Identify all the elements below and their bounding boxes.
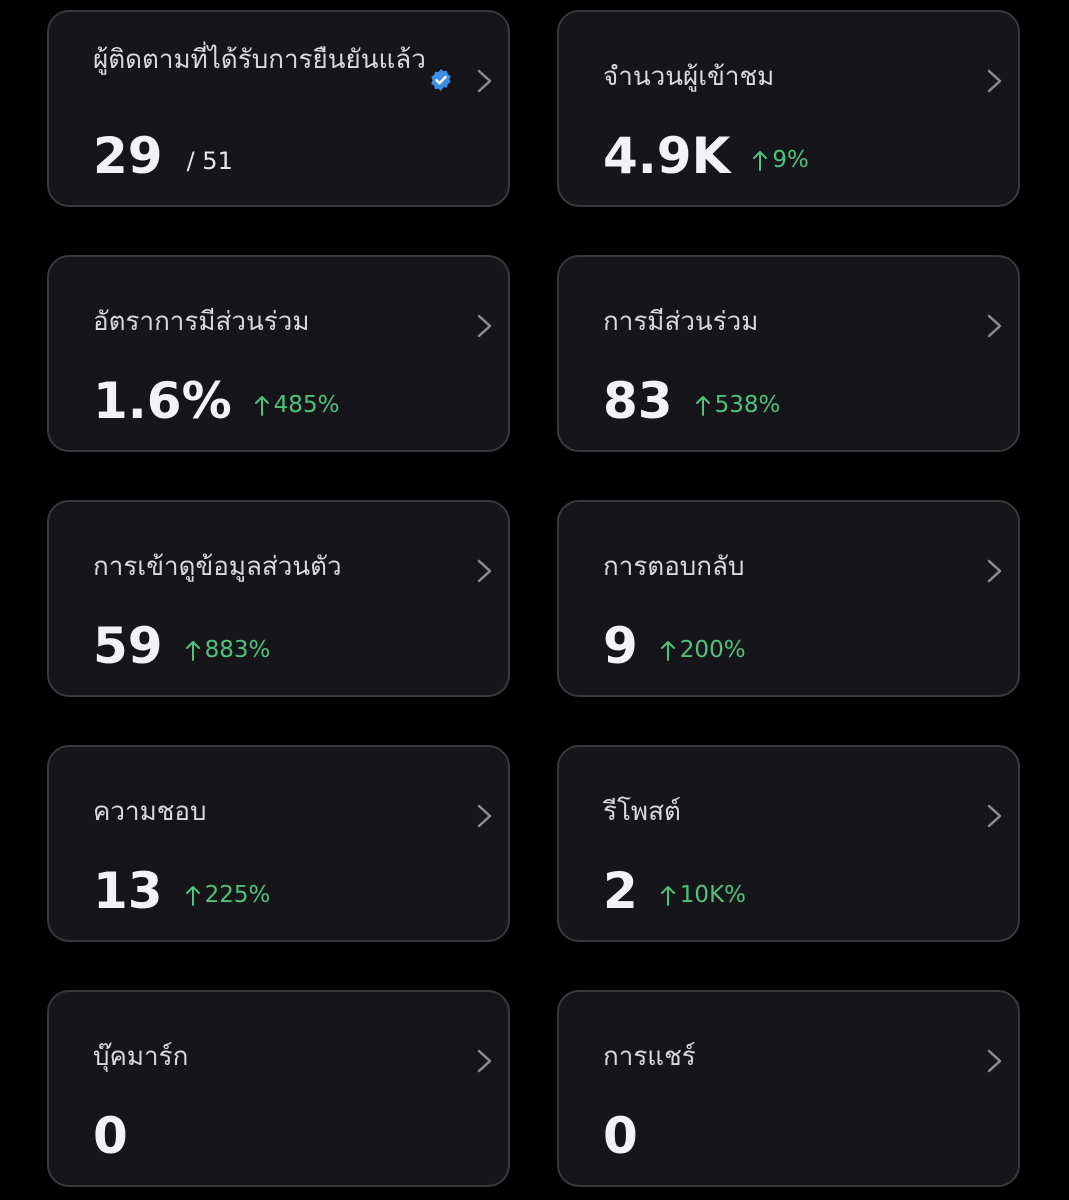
stat-card[interactable]: ความชอบ 13 225% <box>47 745 510 942</box>
stat-change: 538% <box>695 392 781 418</box>
value-row: 9 200% <box>603 614 746 678</box>
stat-value: 13 <box>93 862 163 920</box>
value-row: 59 883% <box>93 614 270 678</box>
stat-card[interactable]: การมีส่วนร่วม 83 538% <box>557 255 1020 452</box>
stat-change: 200% <box>660 637 746 663</box>
card-title: การมีส่วนร่วม <box>603 307 759 337</box>
stat-value: 59 <box>93 617 163 675</box>
stat-card[interactable]: การเข้าดูข้อมูลส่วนตัว 59 883% <box>47 500 510 697</box>
stat-change: 225% <box>185 882 271 908</box>
stat-card[interactable]: การแชร์ 0 <box>557 990 1020 1187</box>
chevron-right <box>477 314 492 338</box>
value-row: 1.6% 485% <box>93 369 339 433</box>
stat-card[interactable]: บุ๊คมาร์ก 0 <box>47 990 510 1187</box>
change-text: 485% <box>273 392 340 418</box>
stat-value: 0 <box>603 1107 638 1165</box>
up-arrow <box>185 641 200 661</box>
stat-card[interactable]: จำนวนผู้เข้าชม 4.9K 9% <box>557 10 1020 207</box>
stat-value: 1.6% <box>93 372 232 430</box>
stat-card[interactable]: รีโพสต์ 2 10K% <box>557 745 1020 942</box>
stat-value: 9 <box>603 617 638 675</box>
card-title: การเข้าดูข้อมูลส่วนตัว <box>93 552 342 582</box>
stat-card[interactable]: ผู้ติดตามที่ได้รับการยืนยันแล้ว 29 / 51 <box>47 10 510 207</box>
value-row: 13 225% <box>93 859 270 923</box>
stat-change: 485% <box>254 392 340 418</box>
card-title: ความชอบ <box>93 797 207 827</box>
stat-value: 29 <box>93 127 163 185</box>
chevron-right <box>477 804 492 828</box>
change-text: 200% <box>679 637 746 663</box>
card-title: การแชร์ <box>603 1042 696 1072</box>
card-title: รีโพสต์ <box>603 797 681 827</box>
stat-value: 83 <box>603 372 673 430</box>
up-arrow <box>695 396 710 416</box>
up-arrow <box>254 396 269 416</box>
chevron-right <box>987 314 1002 338</box>
chevron-right <box>987 804 1002 828</box>
change-text: 538% <box>714 392 781 418</box>
card-title: ผู้ติดตามที่ได้รับการยืนยันแล้ว <box>93 45 426 75</box>
stat-value: 4.9K <box>603 127 731 185</box>
chevron-right <box>987 1049 1002 1073</box>
up-arrow <box>660 886 675 906</box>
card-title: อัตราการมีส่วนร่วม <box>93 307 310 337</box>
value-row: 0 <box>93 1104 128 1168</box>
stat-change: 10K% <box>660 882 746 908</box>
stat-card[interactable]: การตอบกลับ 9 200% <box>557 500 1020 697</box>
stat-total: / 51 <box>186 147 233 175</box>
value-row: 0 <box>603 1104 638 1168</box>
chevron-right <box>477 1049 492 1073</box>
up-arrow <box>753 151 768 171</box>
chevron-right <box>987 69 1002 93</box>
card-title: การตอบกลับ <box>603 552 745 582</box>
card-title: จำนวนผู้เข้าชม <box>603 62 775 92</box>
change-text: 9% <box>772 147 809 173</box>
stat-card[interactable]: อัตราการมีส่วนร่วม 1.6% 485% <box>47 255 510 452</box>
chevron-right <box>477 69 492 93</box>
stat-value: 2 <box>603 862 638 920</box>
stat-value: 0 <box>93 1107 128 1165</box>
chevron-right <box>987 559 1002 583</box>
verified-badge <box>431 69 451 91</box>
up-arrow <box>185 886 200 906</box>
chevron-right <box>477 559 492 583</box>
up-arrow <box>660 641 675 661</box>
stat-change: 883% <box>185 637 271 663</box>
value-row: 29 / 51 <box>93 124 233 188</box>
change-text: 225% <box>204 882 271 908</box>
value-row: 4.9K 9% <box>603 124 809 188</box>
change-text: 883% <box>204 637 271 663</box>
card-title: บุ๊คมาร์ก <box>93 1042 189 1072</box>
value-row: 83 538% <box>603 369 780 433</box>
change-text: 10K% <box>679 882 747 908</box>
value-row: 2 10K% <box>603 859 746 923</box>
stat-change: 9% <box>752 147 809 173</box>
